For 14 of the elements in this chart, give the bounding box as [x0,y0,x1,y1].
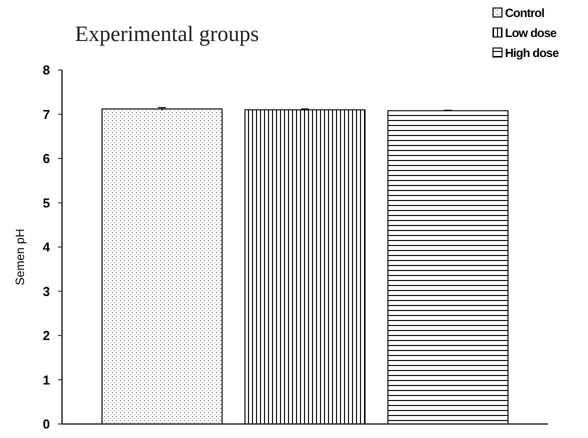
y-tick-label: 4 [42,240,51,255]
legend-label: High dose [505,46,560,60]
y-tick-label: 5 [42,195,50,210]
legend-label: Control [505,6,544,20]
y-tick-label: 0 [42,416,50,432]
y-tick-label: 6 [42,151,50,166]
y-tick-label: 2 [42,328,50,344]
y-tick-label: 8 [42,62,50,78]
y-tick-label: 7 [42,106,50,122]
chart-title: Experimental groups [75,21,259,46]
y-tick-label: 3 [42,284,50,299]
legend-label: Low dose [505,26,558,40]
y-tick-label: 1 [42,372,50,388]
y-axis-title: Semen pH [13,228,27,286]
